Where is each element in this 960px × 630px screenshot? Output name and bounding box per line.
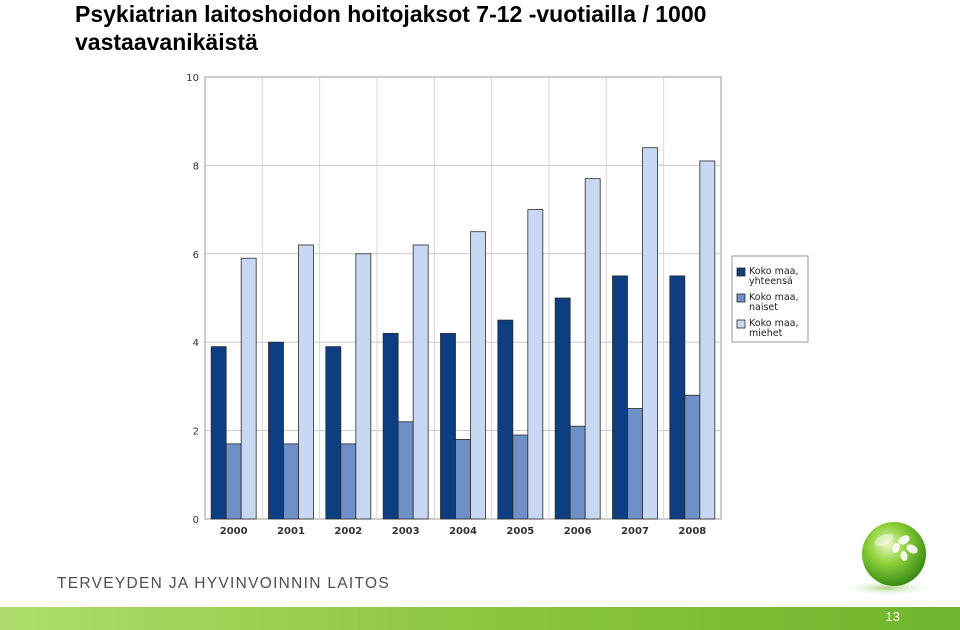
bar-chart: 0 2 4 6 8 10 2000 2001 2002 2003 2004 2005 2006 2007 2… [170, 65, 820, 545]
legend-label-1: Koko maa, [749, 266, 798, 277]
bar-2007-series-1 [612, 275, 628, 520]
y-tick-label: 6 [193, 250, 199, 261]
x-tick-label: 2007 [621, 526, 649, 537]
bar-2004-series-3 [470, 231, 486, 520]
bar-2008-series-1 [669, 275, 686, 520]
bar-2003-series-3 [412, 244, 429, 520]
legend-label-3: miehet [749, 328, 783, 339]
y-tick-label: 4 [193, 338, 199, 349]
bar-2005-series-3 [527, 209, 544, 520]
organization-name: TERVEYDEN JA HYVINVOINNIN LAITOS [57, 575, 391, 592]
legend-label-2: Koko maa, [749, 292, 798, 303]
legend-label-1: yhteensä [749, 276, 793, 287]
x-tick-label: 2002 [334, 526, 362, 537]
y-tick-label: 0 [193, 515, 199, 526]
bar-2007-series-3 [642, 147, 658, 520]
legend-swatch-3 [736, 319, 746, 329]
legend-swatch-1 [736, 267, 746, 277]
x-tick-label: 2008 [678, 526, 706, 537]
page-number: 13 [885, 609, 900, 624]
footer-bar [0, 607, 960, 630]
bar-2003-series-1 [382, 332, 399, 520]
bar-2006-series-1 [554, 297, 571, 520]
bar-2000-series-3 [240, 257, 257, 520]
y-tick-label: 10 [186, 73, 199, 84]
x-tick-label: 2001 [277, 526, 305, 537]
bar-2003-series-2 [397, 421, 414, 520]
bar-2004-series-1 [440, 332, 456, 520]
y-tick-label: 8 [193, 161, 199, 172]
x-tick-label: 2000 [220, 526, 248, 537]
bar-2000-series-1 [210, 346, 227, 520]
bar-2001-series-2 [283, 443, 299, 520]
logo-globe-icon [840, 522, 936, 596]
bar-2005-series-1 [497, 319, 514, 520]
bar-2005-series-2 [512, 434, 529, 520]
bar-2008-series-3 [699, 160, 716, 520]
bar-2002-series-3 [355, 253, 372, 520]
legend-swatch-2 [736, 293, 746, 303]
legend-label-2: naiset [749, 302, 778, 313]
bar-2001-series-3 [298, 244, 314, 520]
bar-2004-series-2 [455, 439, 471, 520]
x-tick-label: 2006 [564, 526, 592, 537]
bar-2002-series-2 [340, 443, 357, 520]
x-tick-label: 2003 [392, 526, 420, 537]
legend-label-3: Koko maa, [749, 318, 798, 329]
chart-svg: 0 2 4 6 8 10 2000 2001 2002 2003 2004 2005 2006 2007 2… [186, 73, 809, 537]
y-tick-label: 2 [193, 427, 199, 438]
bar-2007-series-2 [627, 408, 643, 520]
bar-2006-series-2 [569, 425, 586, 520]
bar-2002-series-1 [325, 346, 342, 520]
x-tick-label: 2005 [506, 526, 534, 537]
slide-title: Psykiatrian laitoshoidon hoitojaksot 7-1… [75, 1, 707, 55]
bar-2001-series-1 [268, 341, 284, 520]
bar-2008-series-2 [684, 394, 701, 520]
x-tick-label: 2004 [449, 526, 477, 537]
bar-2000-series-2 [225, 443, 242, 520]
bar-2006-series-3 [584, 178, 601, 520]
